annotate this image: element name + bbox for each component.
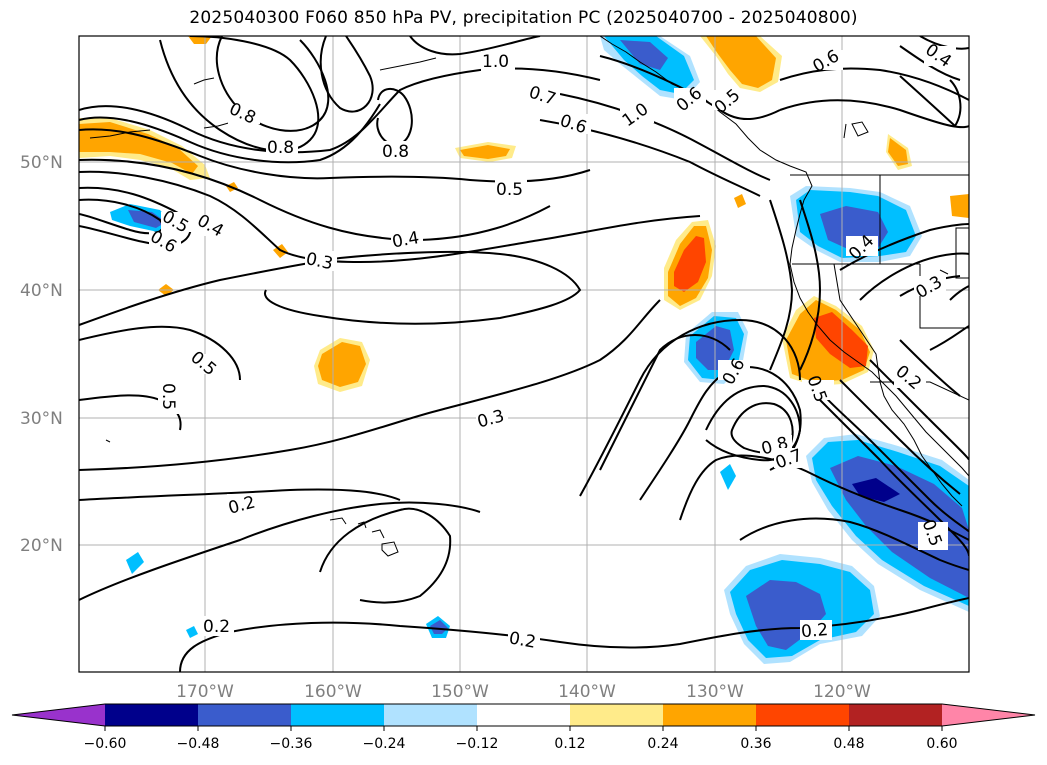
colorbar-segment	[570, 704, 664, 726]
colorbar-tick-label: −0.24	[363, 736, 406, 752]
contour-label: 0.2	[507, 628, 537, 652]
colorbar-tick-label: −0.60	[84, 736, 127, 752]
contour-label: 0.5	[158, 383, 178, 410]
lat-label: 40°N	[20, 281, 63, 301]
contour-label: 0.5	[496, 180, 523, 200]
lon-label: 170°W	[176, 682, 234, 702]
lat-label: 50°N	[20, 153, 63, 173]
lon-label: 120°W	[813, 682, 871, 702]
colorbar-segment	[198, 704, 292, 726]
contour-label: 0.2	[203, 617, 230, 637]
contour-label: 0.8	[382, 142, 409, 162]
colorbar-segment	[477, 704, 571, 726]
map-title: 2025040300 F060 850 hPa PV, precipitatio…	[189, 8, 858, 28]
colorbar-tick-label: 0.60	[926, 736, 957, 752]
plot-area: 1.0 0.8 0.8 0.7 0.6 1.0 0.5 0.6 0.5 0.4 …	[79, 36, 969, 672]
colorbar-tick-label: −0.36	[270, 736, 313, 752]
colorbar-tick-label: −0.48	[177, 736, 220, 752]
plot-frame	[78, 35, 970, 673]
contour-label: 0.2	[800, 620, 829, 642]
colorbar-tick-label: 0.48	[833, 736, 864, 752]
lon-label: 140°W	[558, 682, 616, 702]
colorbar-segment	[291, 704, 385, 726]
colorbar-segment	[942, 704, 1035, 726]
contour-label: 0.8	[267, 138, 294, 158]
colorbar-segment	[105, 704, 199, 726]
colorbar-segment	[756, 704, 850, 726]
lat-label: 30°N	[20, 409, 63, 429]
contour-label: 0.4	[391, 228, 421, 252]
contour-label: 1.0	[482, 52, 509, 72]
pv-contours	[79, 36, 969, 672]
colorbar-segment	[849, 704, 943, 726]
colorbar-tick-label: 0.36	[740, 736, 771, 752]
colorbar-segment	[384, 704, 478, 726]
latitude-labels: 50°N 40°N 30°N 20°N	[20, 153, 63, 556]
contour-labels: 1.0 0.8 0.8 0.7 0.6 1.0 0.5 0.6 0.5 0.4 …	[147, 40, 956, 653]
colorbar-segment	[663, 704, 757, 726]
precip-negative-shading	[110, 36, 969, 664]
precip-positive-shading	[79, 36, 969, 392]
lon-label: 130°W	[686, 682, 744, 702]
lat-label: 20°N	[20, 536, 63, 556]
colorbar: −0.60 −0.48 −0.36 −0.24 −0.12 0.12 0.24 0.36 0.4…	[11, 703, 1036, 752]
colorbar-tick-label: 0.24	[647, 736, 678, 752]
colorbar-tick-label: −0.12	[456, 736, 499, 752]
colorbar-segment	[12, 704, 105, 726]
lon-label: 160°W	[304, 682, 362, 702]
colorbar-tick-label: 0.12	[554, 736, 585, 752]
lon-label: 150°W	[431, 682, 489, 702]
longitude-labels: 170°W 160°W 150°W 140°W 130°W 120°W	[176, 682, 871, 702]
